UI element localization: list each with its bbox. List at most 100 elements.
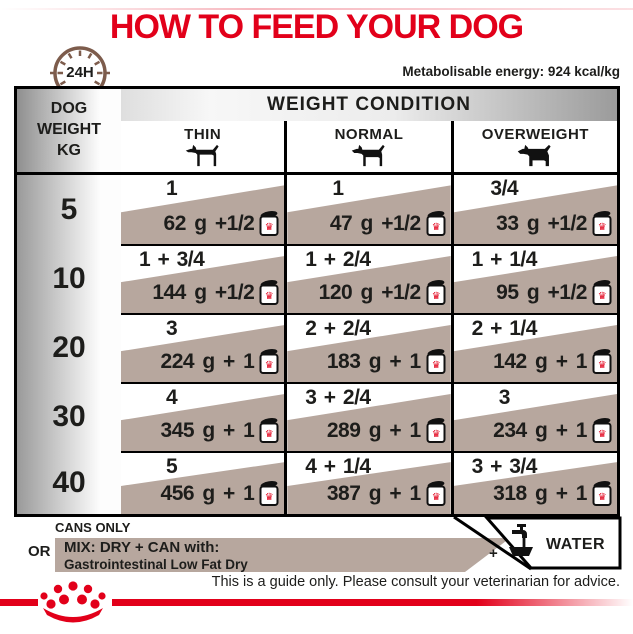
overweight-dog-icon (518, 144, 551, 167)
footer-accent-line-right (112, 599, 633, 606)
dog-weight-value: 20 (52, 330, 86, 364)
svg-text:♛: ♛ (598, 360, 606, 371)
amount-text: 345 g + 1 (160, 418, 255, 442)
amount-text: 224 g + 1 (160, 349, 255, 373)
water-plus-sign: + (489, 545, 498, 562)
table-header: DOG WEIGHT KG WEIGHT CONDITION THIN NORMA… (17, 89, 617, 172)
amount-value: 33 g +1/2 ♛ (496, 210, 612, 237)
svg-text:♛: ♛ (431, 429, 439, 440)
table-row: 3 224 g + 1 ♛ 2 + 2/4 183 g + 1 ♛ 2 + 1/4 142 g… (121, 313, 617, 382)
can-icon: ♛ (592, 349, 612, 374)
ration-cell: 2 + 1/4 142 g + 1 ♛ (450, 315, 617, 382)
ration-cell: 1 62 g +1/2 ♛ (121, 175, 285, 244)
brand-crown-logo (40, 581, 106, 623)
amount-text: 183 g + 1 (326, 349, 421, 373)
can-icon: ♛ (426, 280, 446, 305)
ration-cell: 4 + 1/4 387 g + 1 ♛ (284, 453, 451, 514)
ration-cell: 1 + 3/4 144 g +1/2 ♛ (121, 246, 285, 313)
cups-value: 5 (166, 455, 178, 478)
can-icon: ♛ (426, 418, 446, 443)
svg-text:♛: ♛ (431, 291, 439, 302)
dog-weight-header-line: KG (57, 141, 81, 159)
cups-value: 2 + 2/4 (305, 317, 371, 340)
ration-cell: 1 + 2/4 120 g +1/2 ♛ (284, 246, 451, 313)
amount-value: 142 g + 1 ♛ (493, 348, 612, 375)
svg-text:♛: ♛ (431, 360, 439, 371)
amount-text: 95 g +1/2 (496, 280, 587, 304)
ration-cell: 3 224 g + 1 ♛ (121, 315, 285, 382)
ration-cell: 3 + 3/4 318 g + 1 ♛ (450, 453, 617, 514)
weight-condition-header: WEIGHT CONDITION THIN NORMAL OVERWEIGHT (121, 89, 617, 172)
can-icon: ♛ (426, 349, 446, 374)
svg-text:♛: ♛ (598, 222, 606, 233)
ration-cell: 3 + 2/4 289 g + 1 ♛ (284, 384, 451, 451)
ration-cell: 1 47 g +1/2 ♛ (284, 175, 451, 244)
can-icon: ♛ (259, 481, 279, 506)
dog-weight-header-line: DOG (50, 100, 88, 118)
amount-value: 456 g + 1 ♛ (161, 480, 280, 507)
table-row: 5 456 g + 1 ♛ 4 + 1/4 387 g + 1 ♛ 3 + 3/4 318 g… (121, 451, 617, 514)
ration-cell: 3 234 g + 1 ♛ (450, 384, 617, 451)
cups-value: 1 + 2/4 (305, 248, 371, 271)
dog-weight-value: 40 (52, 465, 86, 499)
column-label: THIN (184, 126, 222, 143)
amount-value: 47 g +1/2 ♛ (330, 210, 446, 237)
ration-cell: 1 + 1/4 95 g +1/2 ♛ (450, 246, 617, 313)
dog-weight-value: 5 (60, 192, 78, 226)
svg-text:♛: ♛ (431, 222, 439, 233)
amount-text: 120 g +1/2 (318, 280, 422, 304)
table-row: 4 345 g + 1 ♛ 3 + 2/4 289 g + 1 ♛ 3 234 g + 1 ♛ (121, 382, 617, 451)
ration-cell: 5 456 g + 1 ♛ (121, 453, 285, 514)
normal-dog-icon (351, 144, 385, 167)
24h-label: 24H (66, 64, 94, 81)
mix-line-2: Gastrointestinal Low Fat Dry (64, 556, 248, 572)
amount-value: 387 g + 1 ♛ (327, 480, 446, 507)
amount-value: 234 g + 1 ♛ (493, 417, 612, 444)
can-icon: ♛ (259, 418, 279, 443)
can-icon: ♛ (592, 280, 612, 305)
table-row: 1 + 3/4 144 g +1/2 ♛ 1 + 2/4 120 g +1/2 ♛ 1 + … (121, 244, 617, 313)
amount-text: 289 g + 1 (326, 418, 421, 442)
cups-value: 3/4 (490, 177, 519, 200)
cups-value: 1 (166, 177, 178, 200)
dog-weight-header: DOG WEIGHT KG (17, 89, 121, 172)
dog-weight-value: 10 (52, 261, 86, 295)
dog-weight-header-line: WEIGHT (37, 121, 101, 139)
amount-value: 345 g + 1 ♛ (161, 417, 280, 444)
amount-text: 456 g + 1 (160, 481, 255, 505)
feeding-table: DOG WEIGHT KG WEIGHT CONDITION THIN NORMA… (14, 86, 620, 517)
column-label: NORMAL (334, 126, 404, 143)
table-row: 1 62 g +1/2 ♛ 1 47 g +1/2 ♛ 3/4 33 g +1/2 ♛ (121, 175, 617, 244)
amount-value: 224 g + 1 ♛ (161, 348, 280, 375)
cups-value: 3 + 2/4 (305, 386, 371, 409)
amount-text: 387 g + 1 (326, 481, 421, 505)
column-header-overweight: OVERWEIGHT (450, 121, 617, 172)
amount-text: 234 g + 1 (493, 418, 587, 442)
amount-value: 95 g +1/2 ♛ (496, 279, 612, 306)
svg-text:♛: ♛ (598, 492, 606, 503)
cups-value: 2 + 1/4 (471, 317, 538, 340)
cups-value: 1 (332, 177, 344, 200)
thin-dog-icon (185, 144, 219, 167)
metabolisable-energy-note: Metabolisable energy: 924 kcal/kg (402, 64, 620, 79)
amount-text: 318 g + 1 (493, 481, 587, 505)
cups-value: 3 (498, 386, 511, 409)
top-accent-line (0, 8, 633, 10)
mix-line-1: MIX: DRY + CAN with: (64, 539, 220, 556)
cups-value: 3 (166, 317, 178, 340)
can-icon: ♛ (259, 349, 279, 374)
can-icon: ♛ (592, 418, 612, 443)
cups-value: 4 + 1/4 (305, 455, 371, 478)
svg-text:♛: ♛ (431, 492, 439, 503)
water-tap-icon (509, 524, 533, 556)
can-icon: ♛ (592, 481, 612, 506)
table-body: 5 10 20 30 40 1 62 g +1/2 ♛ 1 47 g +1/2 ♛ 3/4 33 g … (17, 175, 617, 514)
weight-condition-title: WEIGHT CONDITION (121, 89, 617, 121)
can-icon: ♛ (259, 211, 279, 236)
dog-weight-value: 30 (52, 399, 86, 433)
condition-subheader: THIN NORMAL OVERWEIGHT (121, 121, 617, 172)
svg-text:♛: ♛ (265, 429, 273, 440)
cups-value: 3 + 3/4 (471, 455, 538, 478)
amount-value: 289 g + 1 ♛ (327, 417, 446, 444)
